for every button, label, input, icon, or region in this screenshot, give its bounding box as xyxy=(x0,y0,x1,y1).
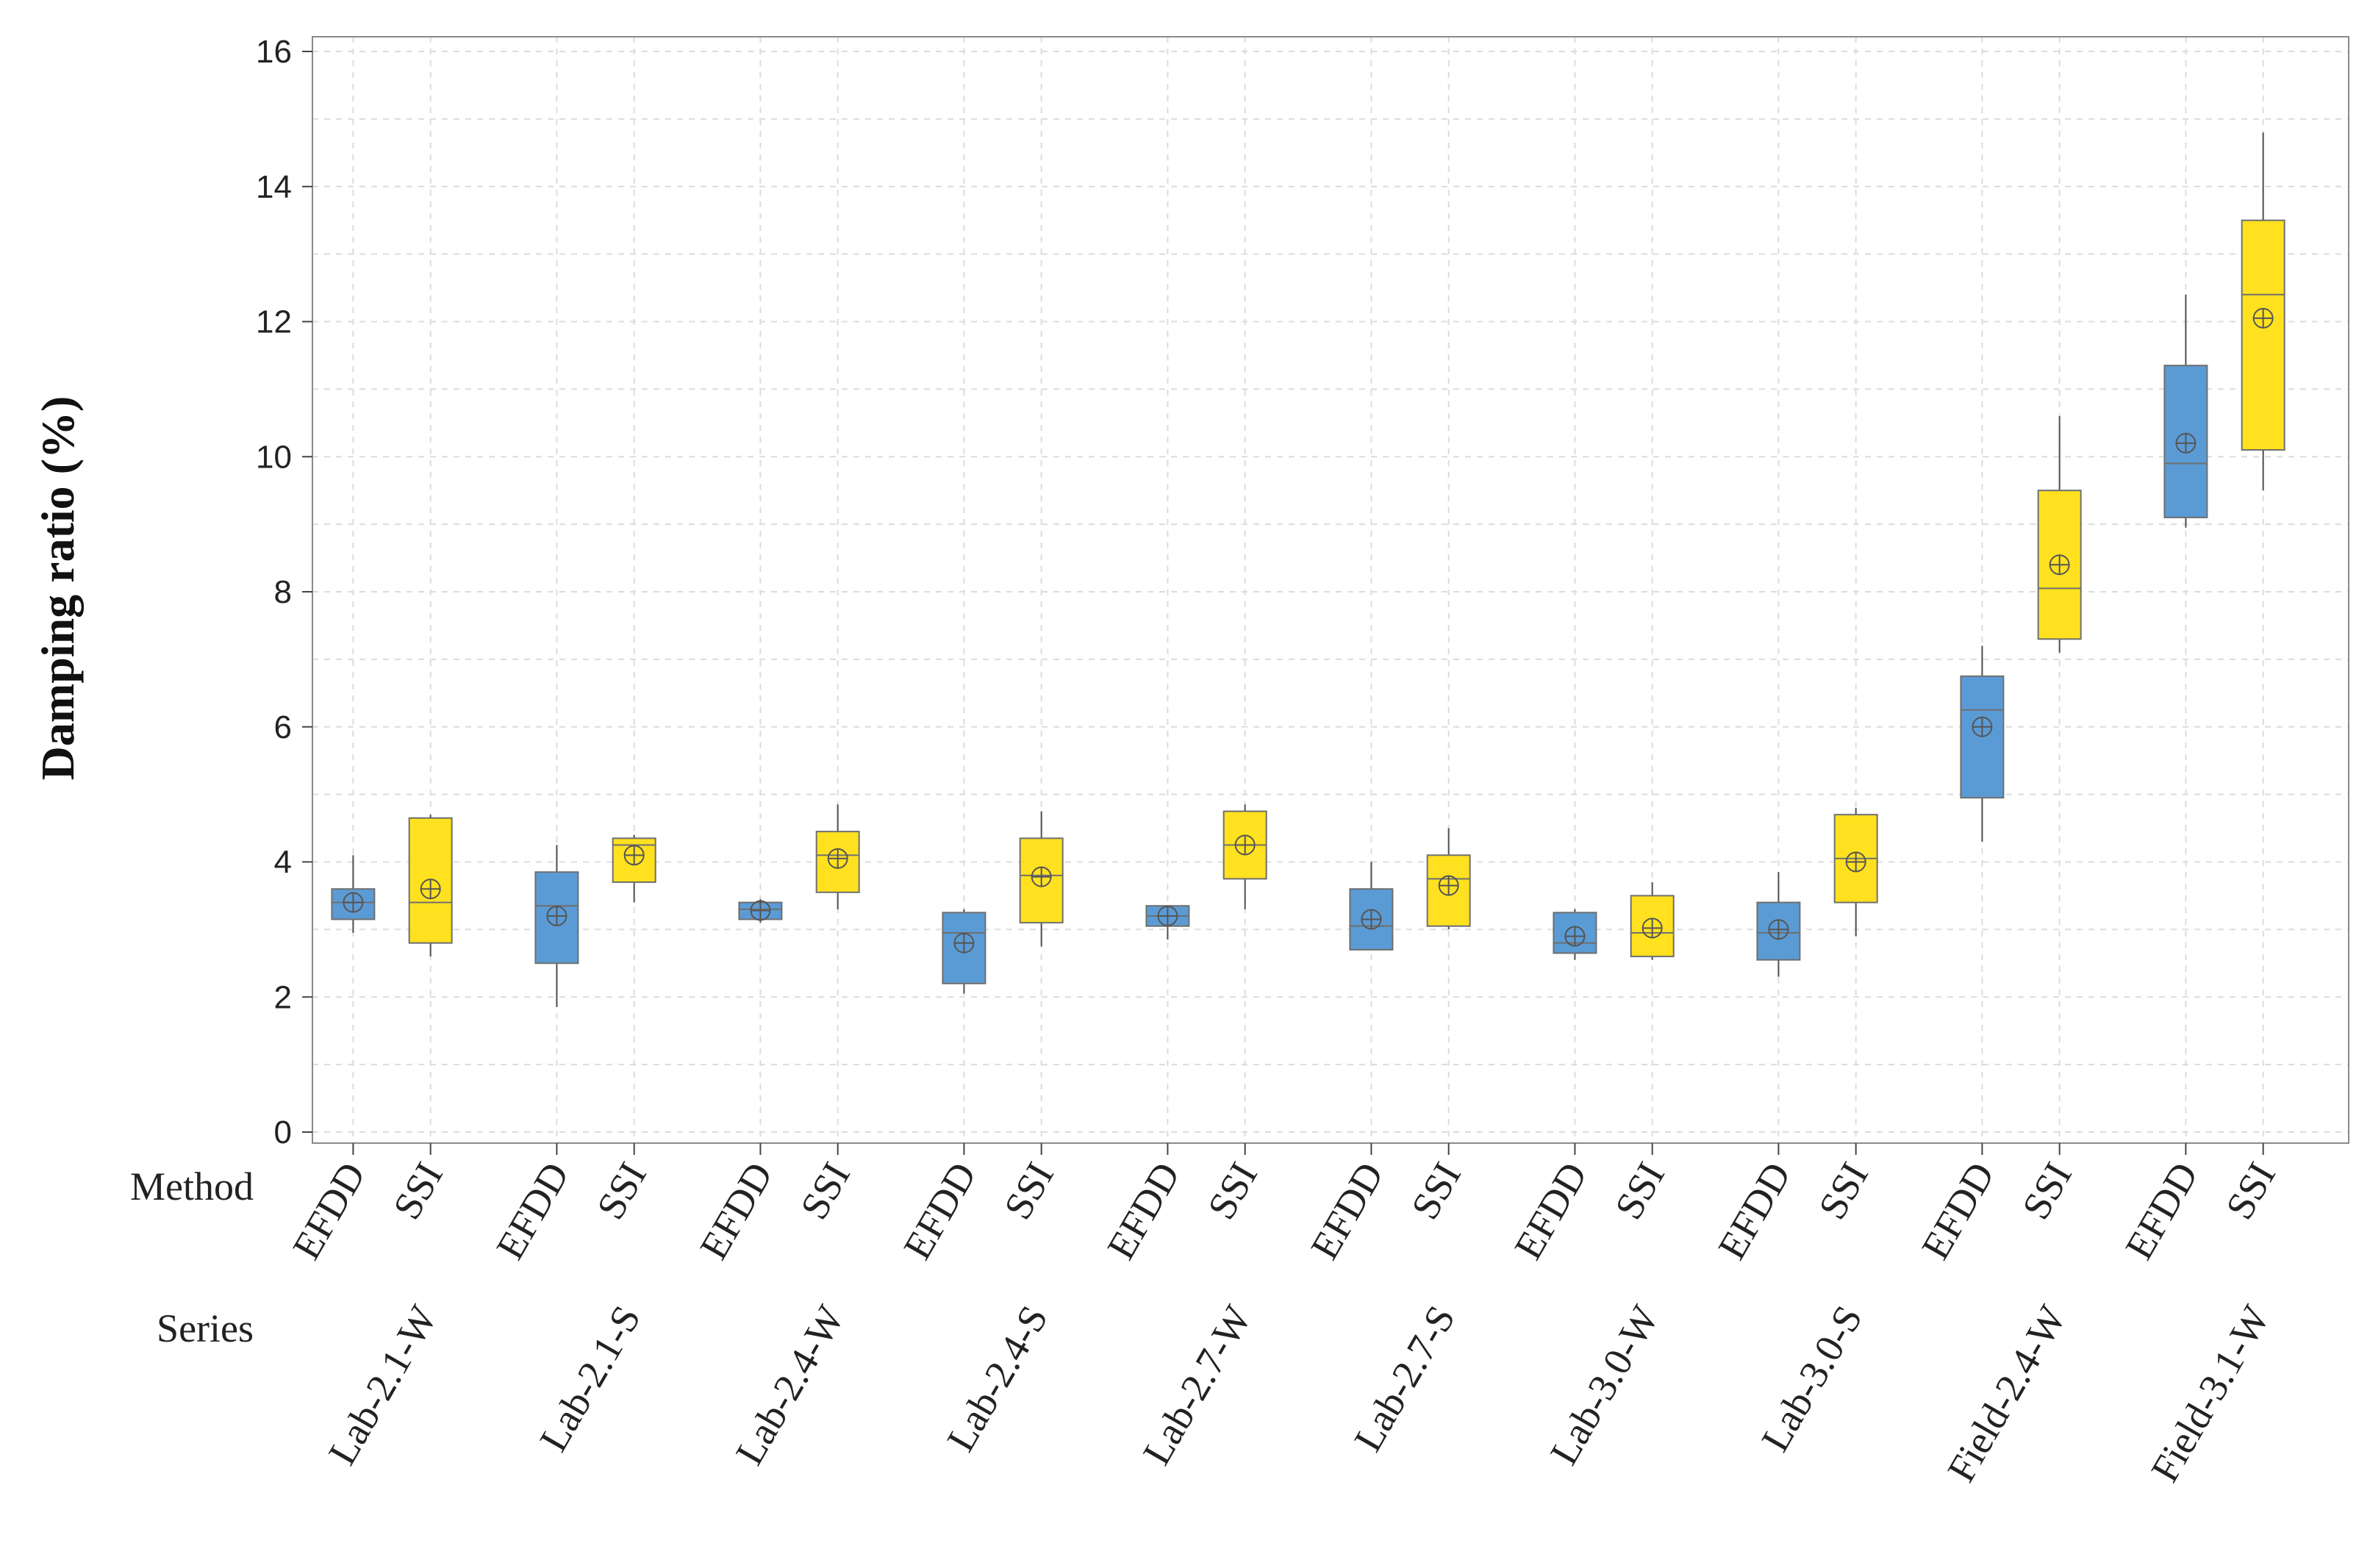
box-efdd xyxy=(1960,675,2005,799)
method-label: SSI xyxy=(792,1155,859,1227)
method-label: SSI xyxy=(995,1155,1062,1227)
series-label: Lab-2.1-S xyxy=(531,1298,649,1458)
method-label: EFDD xyxy=(1913,1155,2002,1267)
series-label: Lab-2.7-W xyxy=(1134,1298,1260,1472)
y-tick-label: 14 xyxy=(256,169,292,205)
method-label: EFDD xyxy=(1506,1155,1595,1267)
y-tick-label: 12 xyxy=(256,304,292,340)
method-label: EFDD xyxy=(1098,1155,1188,1267)
method-label: SSI xyxy=(1199,1155,1266,1227)
y-tick-label: 6 xyxy=(274,709,292,745)
y-axis: 0 2 4 6 8 10 12 14 16 xyxy=(256,34,312,1150)
series-label: Lab-2.4-S xyxy=(938,1298,1056,1458)
method-label: SSI xyxy=(1810,1155,1877,1227)
method-label: EFDD xyxy=(487,1155,577,1267)
y-tick-label: 0 xyxy=(274,1114,292,1150)
method-row-label: Method xyxy=(130,1164,254,1209)
y-tick-label: 10 xyxy=(256,439,292,475)
box-ssi xyxy=(2241,219,2285,451)
method-label: EFDD xyxy=(1709,1155,1799,1267)
series-label: Lab-2.1-W xyxy=(320,1298,445,1472)
method-label: EFDD xyxy=(895,1155,984,1267)
series-label: Lab-2.4-W xyxy=(727,1298,853,1472)
method-label: EFDD xyxy=(691,1155,781,1267)
method-label: SSI xyxy=(2217,1155,2284,1227)
y-tick-label: 16 xyxy=(256,34,292,70)
series-label: Lab-3.0-W xyxy=(1542,1298,1667,1472)
series-row-label: Series xyxy=(157,1306,254,1350)
method-label: EFDD xyxy=(1302,1155,1392,1267)
y-axis-label: Damping ratio (%) xyxy=(32,396,84,781)
series-label: Field-2.4-W xyxy=(1938,1298,2074,1489)
y-tick-label: 8 xyxy=(274,574,292,610)
grid-layer xyxy=(312,37,2349,1143)
method-label: SSI xyxy=(1403,1155,1469,1227)
series-label: Lab-3.0-S xyxy=(1753,1298,1871,1458)
method-label: SSI xyxy=(384,1155,451,1227)
boxes-layer xyxy=(331,132,2285,1008)
y-tick-label: 4 xyxy=(274,845,292,881)
series-label: Field-3.1-W xyxy=(2142,1298,2278,1489)
method-label: SSI xyxy=(588,1155,655,1227)
y-tick-label: 2 xyxy=(274,979,292,1015)
method-label: EFDD xyxy=(284,1155,373,1267)
plot-frame xyxy=(312,36,2349,1144)
method-label: EFDD xyxy=(2116,1155,2206,1267)
method-label: SSI xyxy=(1606,1155,1673,1227)
series-label: Lab-2.7-S xyxy=(1345,1298,1464,1458)
method-label: SSI xyxy=(2013,1155,2080,1227)
